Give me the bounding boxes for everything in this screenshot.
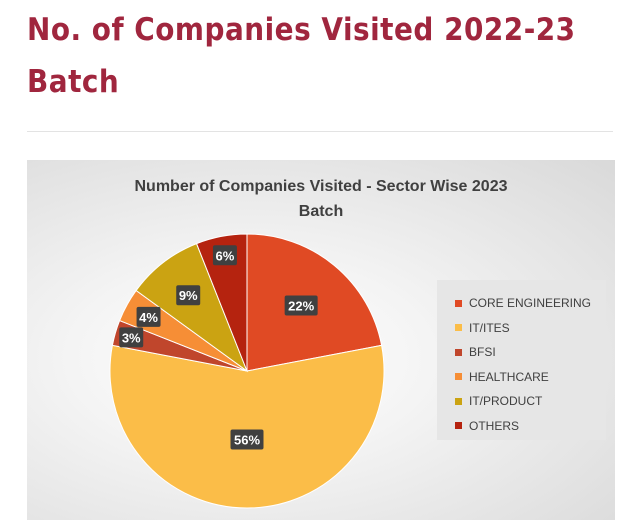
data-label-bg	[212, 245, 237, 266]
data-label-text: 56%	[234, 433, 260, 448]
pie-slices	[109, 233, 385, 509]
legend-label: CORE ENGINEERING	[469, 296, 592, 310]
data-label-text: 4%	[139, 310, 158, 325]
legend	[437, 280, 606, 440]
data-label-bg	[284, 295, 318, 316]
page-heading-line1: No. of Companies Visited 2022-23	[27, 12, 576, 48]
legend-item: OTHERS	[455, 419, 519, 433]
legend-swatch	[455, 348, 462, 356]
legend-item: CORE ENGINEERING	[455, 296, 591, 310]
chart-title-line2: Batch	[299, 203, 343, 220]
data-label: 22%	[284, 295, 318, 316]
heading-divider	[27, 131, 613, 132]
legend-label: HEALTHCARE	[469, 369, 549, 384]
data-label: 4%	[136, 306, 161, 327]
data-label-text: 22%	[288, 299, 314, 314]
legend-item: BFSI	[455, 345, 496, 359]
page-heading-line2: Batch	[27, 64, 120, 100]
legend-label: BFSI	[469, 345, 496, 359]
data-label: 3%	[119, 327, 144, 348]
page-heading: No. of Companies Visited 2022-23 Batch	[27, 4, 617, 108]
data-label-bg	[176, 285, 201, 306]
legend-label: IT/PRODUCT	[469, 394, 543, 408]
legend-swatch	[455, 299, 462, 307]
legend-swatch	[455, 324, 462, 331]
data-label-bg	[230, 429, 264, 450]
data-label-text: 3%	[122, 330, 141, 345]
legend-label: OTHERS	[469, 418, 520, 433]
data-label-text: 9%	[179, 288, 198, 303]
data-label: 56%	[230, 429, 264, 450]
legend-swatch	[455, 422, 462, 429]
pie-slice-it-ites	[109, 344, 385, 509]
data-label: 6%	[212, 245, 237, 266]
legend-item: HEALTHCARE	[455, 370, 549, 384]
data-label-bg	[119, 327, 144, 348]
legend-swatch	[455, 373, 462, 380]
chart-title-line1: Number of Companies Visited - Sector Wis…	[134, 178, 507, 195]
pie-slice-others	[195, 233, 248, 372]
data-label: 9%	[176, 285, 201, 306]
legend-item: IT/ITES	[455, 321, 510, 335]
pie-labels: 22% 56% 3% 4% 9% 6%	[119, 245, 318, 450]
data-label-bg	[136, 306, 161, 327]
legend-swatch	[455, 397, 462, 405]
legend-item: IT/PRODUCT	[455, 394, 542, 408]
data-label-text: 6%	[216, 248, 235, 263]
legend-label: IT/ITES	[469, 320, 510, 335]
